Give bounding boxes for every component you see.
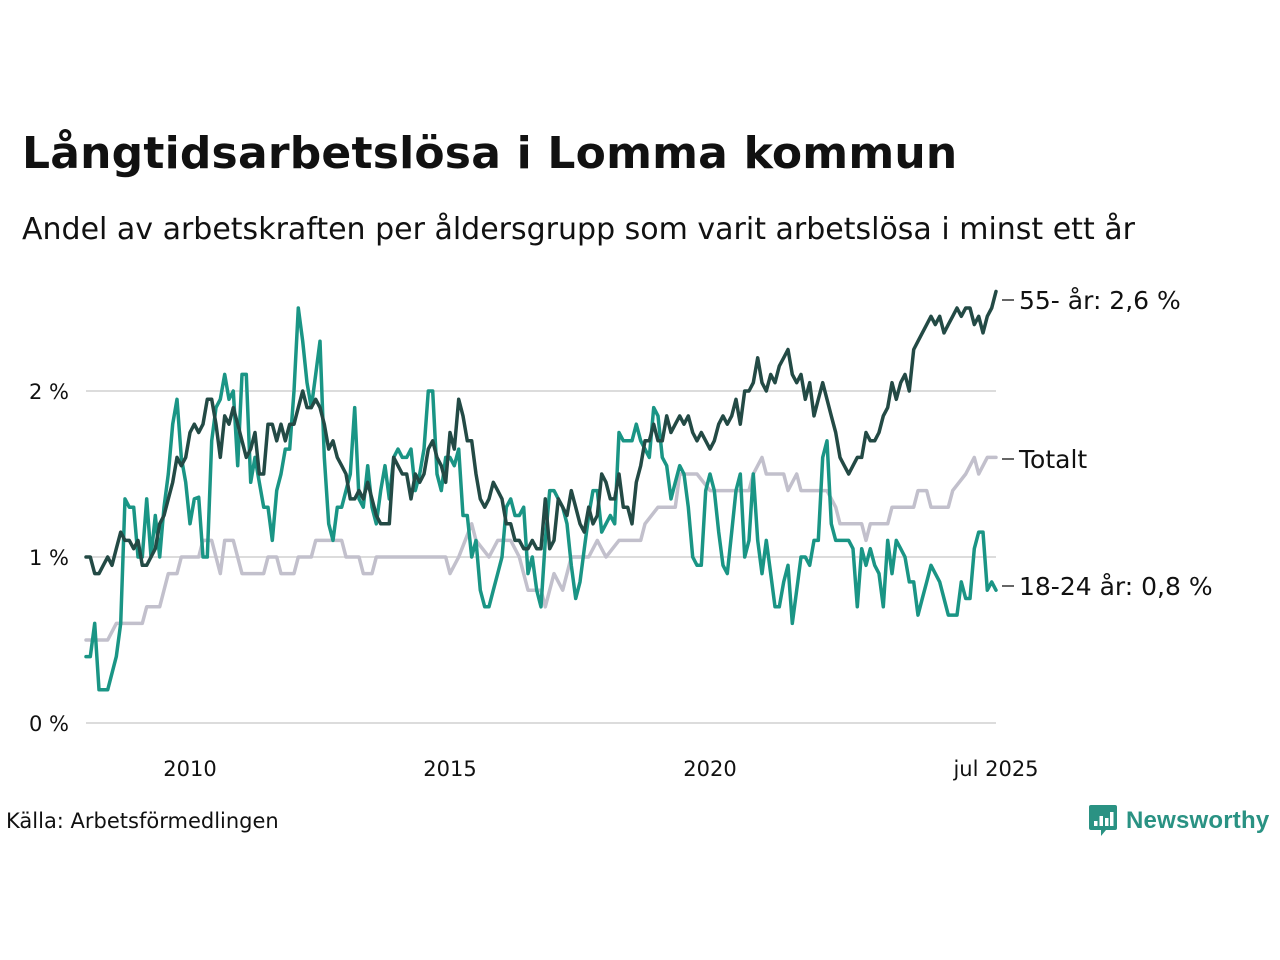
series-layer: [84, 289, 998, 692]
end-label-age_55: 55- år: 2,6 %: [1019, 286, 1181, 315]
y-tick-label: 0 %: [29, 712, 69, 736]
source-note: Källa: Arbetsförmedlingen: [6, 809, 279, 833]
series-line-age_55: [84, 289, 998, 576]
end-labels: Totalt 18-24 år: 0,8 % 55- år: 2,6 %: [1002, 286, 1213, 601]
brand-name: Newsworthy: [1126, 807, 1270, 834]
page-title: Långtidsarbetslösa i Lomma kommun: [22, 128, 958, 179]
series-line-total: [84, 455, 998, 642]
end-label-age_18_24: 18-24 år: 0,8 %: [1019, 572, 1213, 601]
series-line-age_18_24: [84, 306, 998, 692]
y-axis: 0 % 1 % 2 %: [29, 380, 69, 736]
newsworthy-logo: Newsworthy: [1088, 803, 1269, 839]
x-axis: 2010 2015 2020 jul 2025: [163, 757, 1038, 781]
x-tick-label: 2020: [683, 757, 736, 781]
x-tick-label: 2015: [423, 757, 476, 781]
end-label-total: Totalt: [1018, 445, 1087, 474]
y-tick-label: 2 %: [29, 380, 69, 404]
x-tick-label: jul 2025: [952, 757, 1038, 781]
y-tick-label: 1 %: [29, 546, 69, 570]
newsworthy-logo-icon: [1089, 805, 1117, 836]
page-subtitle: Andel av arbetskraften per åldersgrupp s…: [22, 212, 1135, 247]
x-tick-label: 2010: [163, 757, 216, 781]
